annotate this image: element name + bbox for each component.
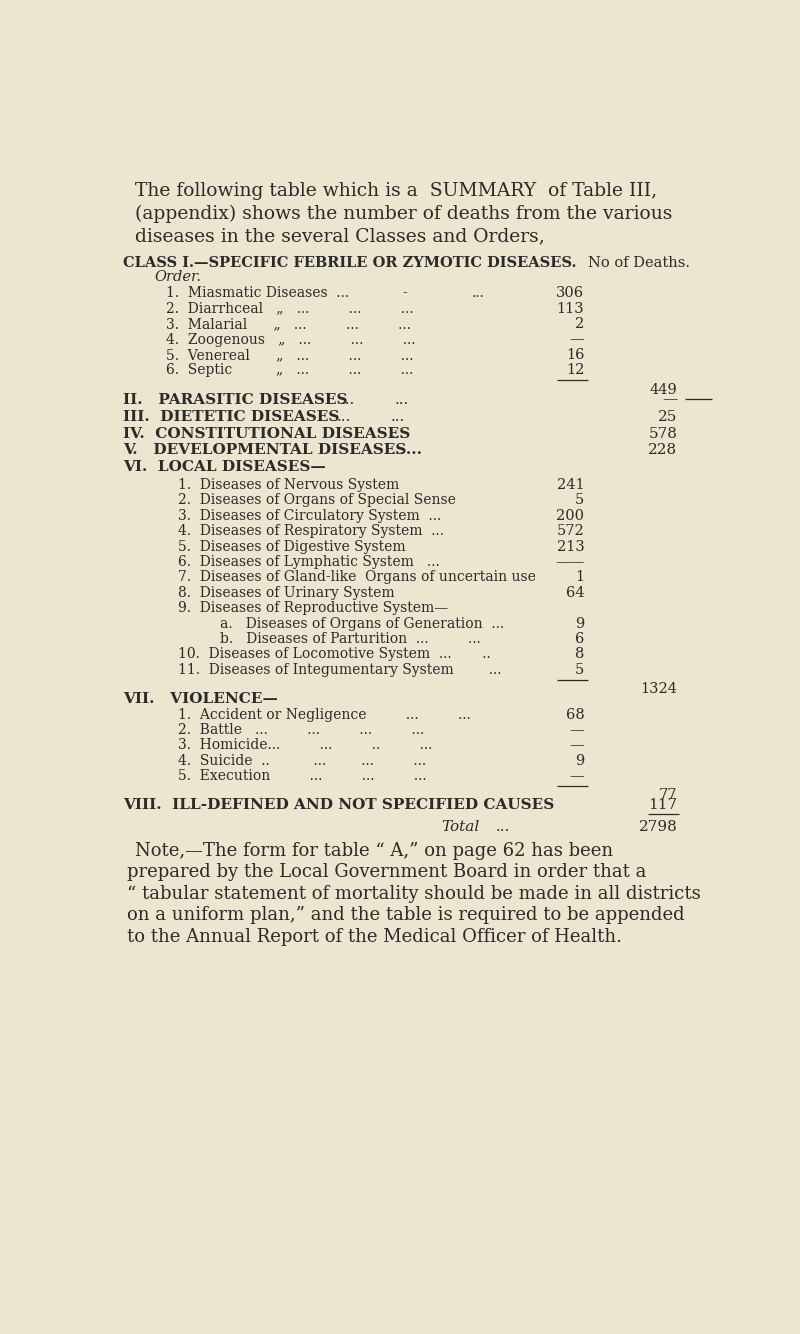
Text: VII.   VIOLENCE—: VII. VIOLENCE— <box>123 692 278 706</box>
Text: 1: 1 <box>575 571 584 584</box>
Text: on a uniform plan,” and the table is required to be appended: on a uniform plan,” and the table is req… <box>127 906 685 924</box>
Text: The following table which is a  SUMMARY  of Table III,: The following table which is a SUMMARY o… <box>135 181 657 200</box>
Text: 16: 16 <box>566 348 584 362</box>
Text: III.  DIETETIC DISEASES: III. DIETETIC DISEASES <box>123 410 340 424</box>
Text: ...: ... <box>390 443 405 458</box>
Text: ——: —— <box>555 555 584 570</box>
Text: 68: 68 <box>566 707 584 722</box>
Text: diseases in the several Classes and Orders,: diseases in the several Classes and Orde… <box>135 228 545 245</box>
Text: 5.  Venereal      „   ...         ...         ...: 5. Venereal „ ... ... ... <box>166 348 414 362</box>
Text: 4.  Zoogenous   „   ...         ...         ...: 4. Zoogenous „ ... ... ... <box>166 332 415 347</box>
Text: 12: 12 <box>566 363 584 378</box>
Text: CLASS I.—SPECIFIC FEBRILE OR ZYMOTIC DISEASES.: CLASS I.—SPECIFIC FEBRILE OR ZYMOTIC DIS… <box>123 256 577 269</box>
Text: 228: 228 <box>648 443 678 458</box>
Text: —: — <box>570 332 584 347</box>
Text: 77: 77 <box>659 788 678 802</box>
Text: 213: 213 <box>557 540 584 554</box>
Text: 5.  Diseases of Digestive System: 5. Diseases of Digestive System <box>178 540 405 554</box>
Text: 306: 306 <box>556 287 584 300</box>
Text: prepared by the Local Government Board in order that a: prepared by the Local Government Board i… <box>127 863 646 880</box>
Text: —: — <box>570 723 584 736</box>
Text: 3.  Homicide...         ...         ..         ...: 3. Homicide... ... .. ... <box>178 738 432 752</box>
Text: 5: 5 <box>575 663 584 676</box>
Text: ...: ... <box>495 820 510 834</box>
Text: 64: 64 <box>566 586 584 600</box>
Text: 8: 8 <box>575 647 584 662</box>
Text: 2.  Diseases of Organs of Special Sense: 2. Diseases of Organs of Special Sense <box>178 494 455 507</box>
Text: b.   Diseases of Parturition  ...         ...: b. Diseases of Parturition ... ... <box>220 632 481 646</box>
Text: 200: 200 <box>556 508 584 523</box>
Text: 2.  Diarrhceal   „   ...         ...         ...: 2. Diarrhceal „ ... ... ... <box>166 301 414 316</box>
Text: ...: ... <box>472 287 485 300</box>
Text: 11.  Diseases of Integumentary System        ...: 11. Diseases of Integumentary System ... <box>178 663 501 676</box>
Text: a.   Diseases of Organs of Generation  ...: a. Diseases of Organs of Generation ... <box>220 616 504 631</box>
Text: No of Deaths.: No of Deaths. <box>588 256 690 269</box>
Text: ...: ... <box>340 392 354 407</box>
Text: 9: 9 <box>575 616 584 631</box>
Text: 3.  Diseases of Circulatory System  ...: 3. Diseases of Circulatory System ... <box>178 508 441 523</box>
Text: 9.  Diseases of Reproductive System—: 9. Diseases of Reproductive System— <box>178 602 448 615</box>
Text: 6: 6 <box>575 632 584 646</box>
Text: 572: 572 <box>557 524 584 539</box>
Text: IV.  CONSTITUTIONAL DISEASES: IV. CONSTITUTIONAL DISEASES <box>123 427 410 440</box>
Text: 4.  Diseases of Respiratory System  ...: 4. Diseases of Respiratory System ... <box>178 524 443 539</box>
Text: 7.  Diseases of Gland-like  Organs of uncertain use: 7. Diseases of Gland-like Organs of unce… <box>178 571 535 584</box>
Text: 8.  Diseases of Urinary System: 8. Diseases of Urinary System <box>178 586 394 600</box>
Text: —: — <box>662 392 678 407</box>
Text: 1.  Diseases of Nervous System: 1. Diseases of Nervous System <box>178 478 398 492</box>
Text: Total: Total <box>441 820 479 834</box>
Text: 241: 241 <box>557 478 584 492</box>
Text: Order.: Order. <box>154 271 202 284</box>
Text: 1324: 1324 <box>640 682 678 696</box>
Text: 6.  Diseases of Lymphatic System   ...: 6. Diseases of Lymphatic System ... <box>178 555 439 570</box>
Text: 10.  Diseases of Locomotive System  ...       ..: 10. Diseases of Locomotive System ... .. <box>178 647 490 662</box>
Text: II.   PARASITIC DISEASES: II. PARASITIC DISEASES <box>123 392 348 407</box>
Text: 25: 25 <box>658 410 678 424</box>
Text: 449: 449 <box>650 383 678 396</box>
Text: (appendix) shows the number of deaths from the various: (appendix) shows the number of deaths fr… <box>135 204 672 223</box>
Text: —: — <box>570 738 584 752</box>
Text: -: - <box>402 287 407 300</box>
Text: 113: 113 <box>557 301 584 316</box>
Text: 117: 117 <box>648 799 678 812</box>
Text: ...: ... <box>390 427 405 440</box>
Text: Note,—The form for table “ A,” on page 62 has been: Note,—The form for table “ A,” on page 6… <box>135 842 613 859</box>
Text: 2798: 2798 <box>638 820 678 834</box>
Text: 3.  Malarial      „   ...         ...         ...: 3. Malarial „ ... ... ... <box>166 317 410 331</box>
Text: “ tabular statement of mortality should be made in all districts: “ tabular statement of mortality should … <box>127 884 701 903</box>
Text: 5.  Execution         ...         ...         ...: 5. Execution ... ... ... <box>178 770 426 783</box>
Text: 578: 578 <box>649 427 678 440</box>
Text: 2: 2 <box>575 317 584 331</box>
Text: ...: ... <box>336 410 350 424</box>
Text: 1.  Miasmatic Diseases  ...: 1. Miasmatic Diseases ... <box>166 287 349 300</box>
Text: 5: 5 <box>575 494 584 507</box>
Text: —: — <box>570 770 584 783</box>
Text: 6.  Septic          „   ...         ...         ...: 6. Septic „ ... ... ... <box>166 363 414 378</box>
Text: 4.  Suicide  ..          ...        ...         ...: 4. Suicide .. ... ... ... <box>178 754 426 768</box>
Text: VIII.  ILL-DEFINED AND NOT SPECIFIED CAUSES: VIII. ILL-DEFINED AND NOT SPECIFIED CAUS… <box>123 799 554 812</box>
Text: 2.  Battle   ...         ...         ...         ...: 2. Battle ... ... ... ... <box>178 723 424 736</box>
Text: 9: 9 <box>575 754 584 768</box>
Text: to the Annual Report of the Medical Officer of Health.: to the Annual Report of the Medical Offi… <box>127 927 622 946</box>
Text: V.   DEVELOPMENTAL DISEASES...: V. DEVELOPMENTAL DISEASES... <box>123 443 422 458</box>
Text: ...: ... <box>394 392 409 407</box>
Text: ...: ... <box>390 410 405 424</box>
Text: 1.  Accident or Negligence         ...         ...: 1. Accident or Negligence ... ... <box>178 707 470 722</box>
Text: VI.  LOCAL DISEASES—: VI. LOCAL DISEASES— <box>123 460 326 475</box>
